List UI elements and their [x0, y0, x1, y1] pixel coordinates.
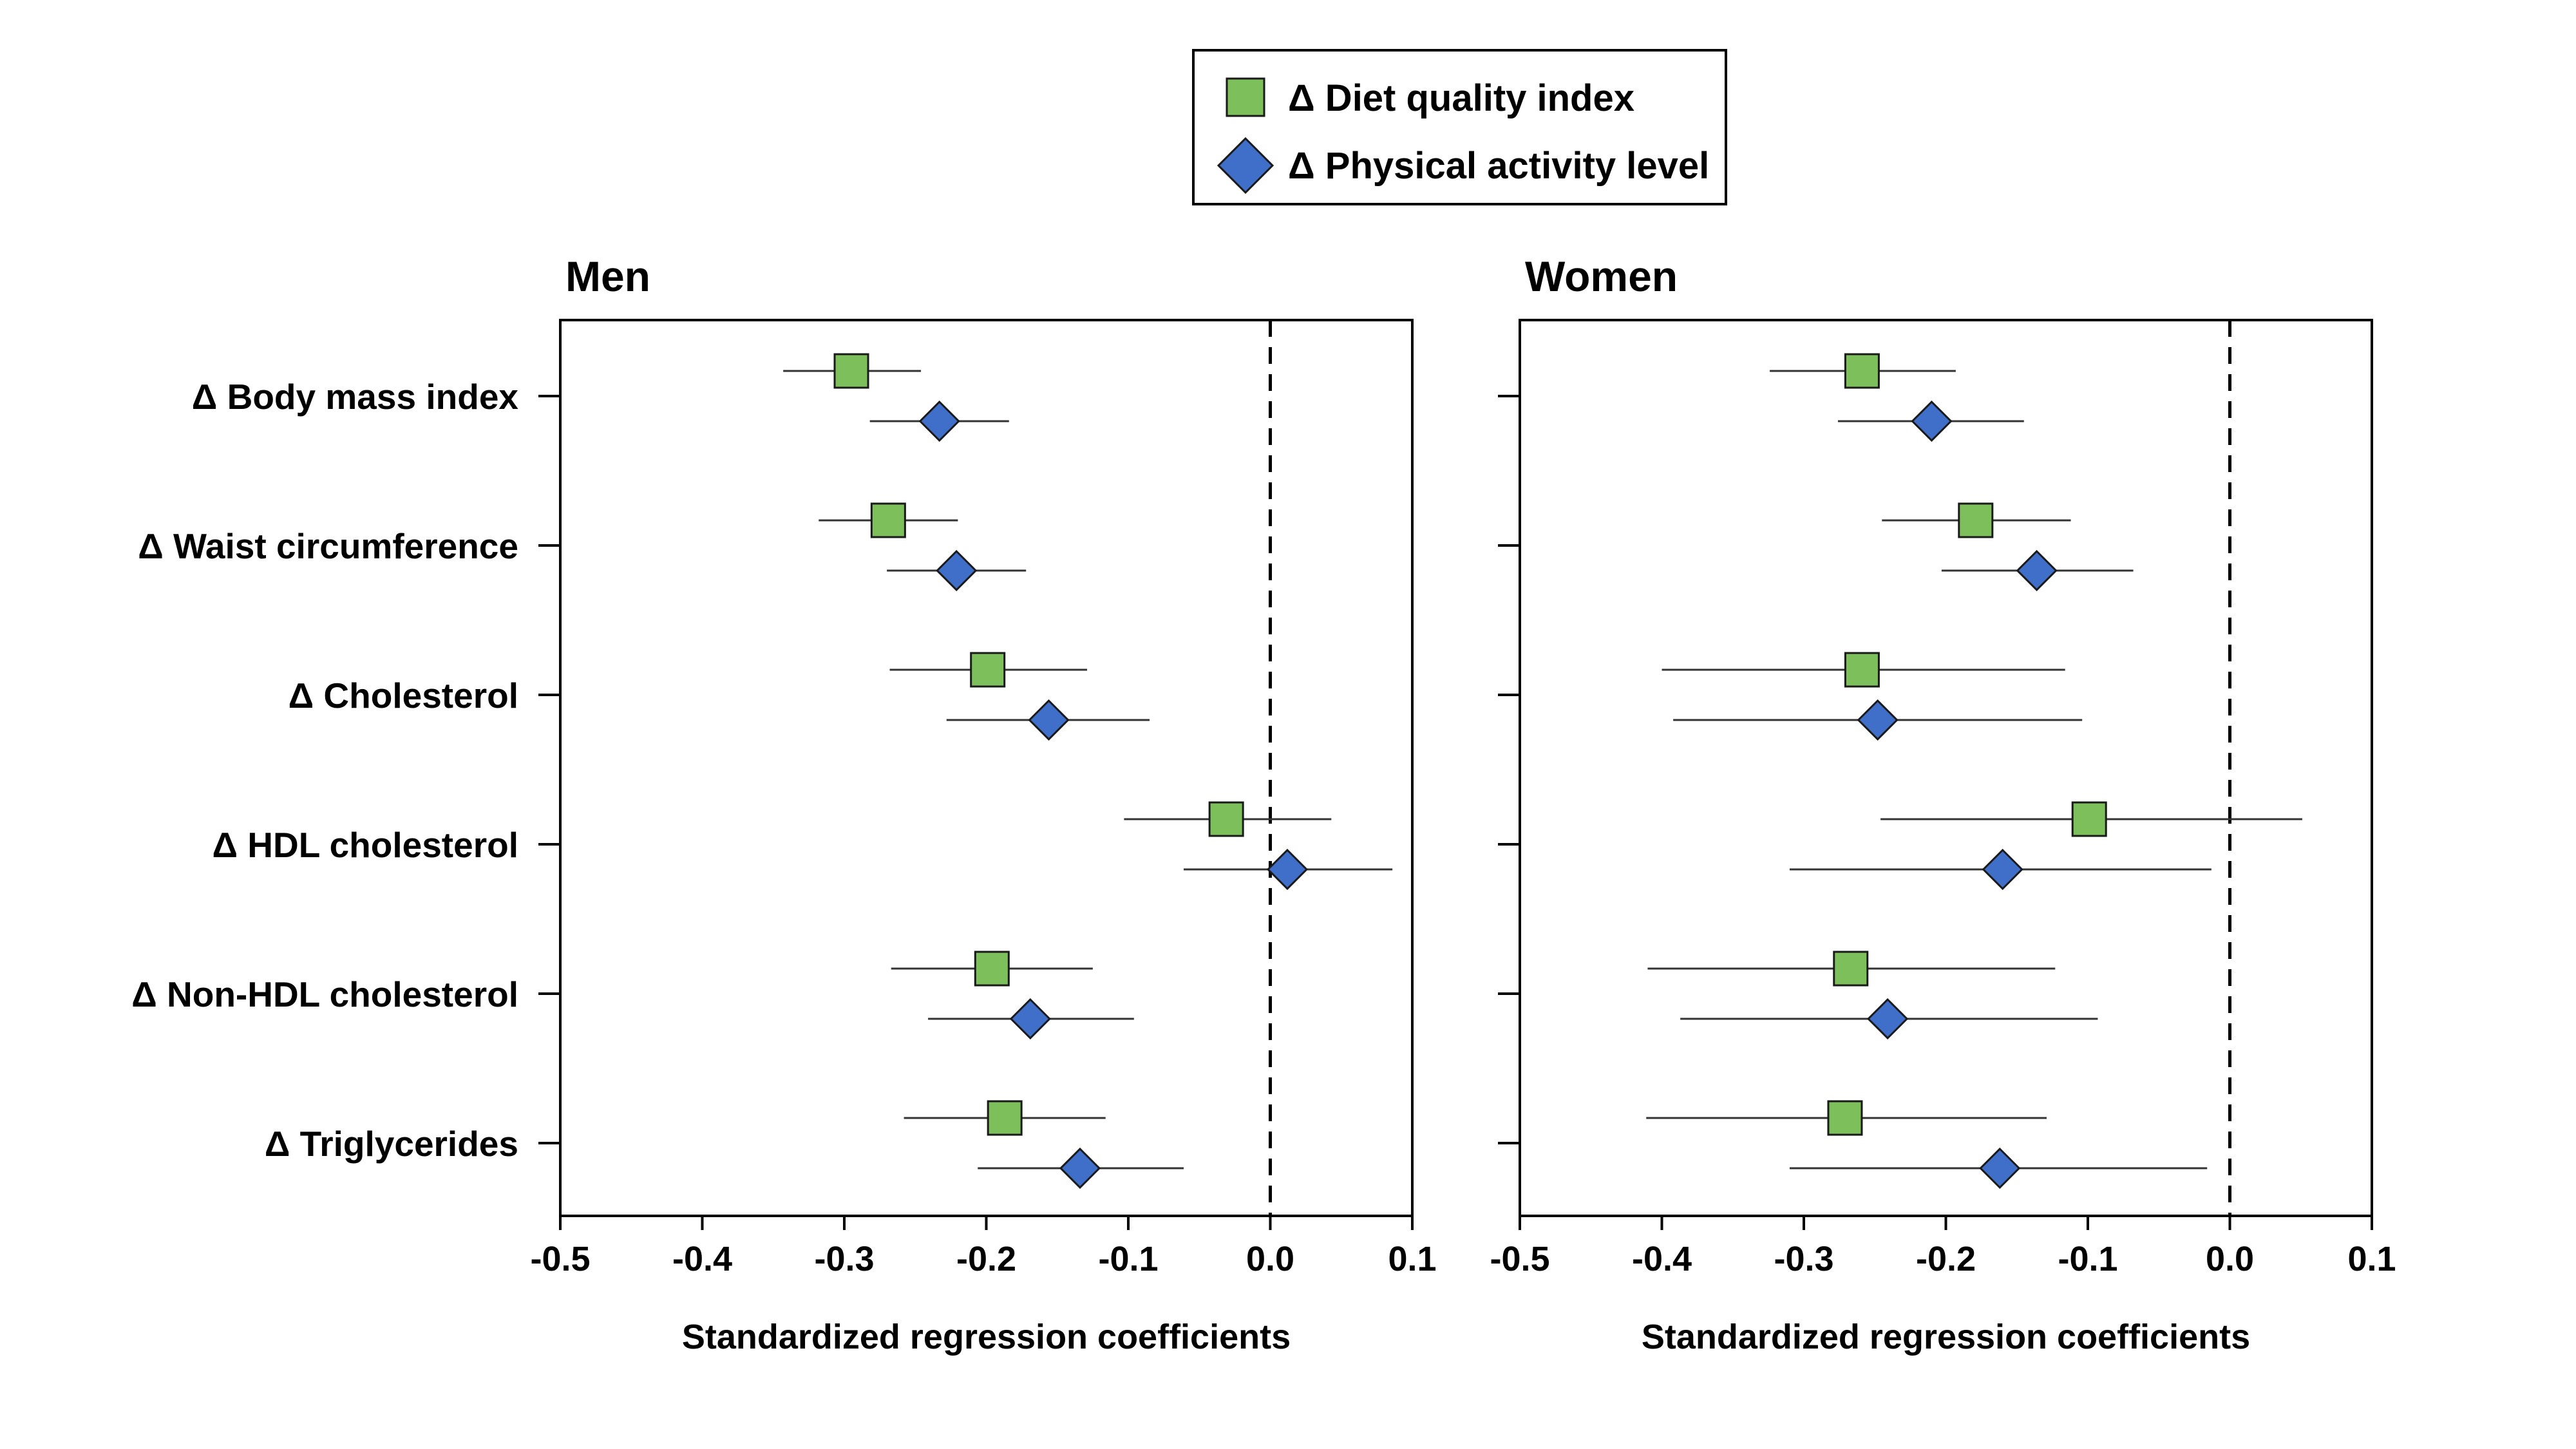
x-tick-label: -0.3 — [1774, 1240, 1833, 1278]
panel-title-men: Men — [565, 252, 650, 300]
diet-point-marker — [870, 502, 906, 538]
x-tick-label: -0.4 — [672, 1240, 732, 1278]
legend-diamond-marker — [1217, 137, 1274, 194]
activity-point-marker — [1866, 998, 1909, 1040]
x-tick-label: -0.2 — [956, 1240, 1016, 1278]
diet-point-marker — [1827, 1100, 1863, 1136]
diet-point-marker — [1844, 353, 1880, 389]
activity-point-marker — [1266, 848, 1309, 891]
y-category-label: Δ Non-HDL cholesterol — [131, 974, 518, 1014]
legend-box — [1192, 49, 1727, 205]
activity-point-marker — [918, 400, 960, 442]
x-axis-label-men: Standardized regression coefficients — [682, 1318, 1291, 1356]
y-category-label: Δ Cholesterol — [289, 676, 518, 715]
diet-point-marker — [987, 1100, 1023, 1136]
panel-men: Men -0.5 -0.4 -0.3 -0.2 -0.1 0.0 0.1 Standardize… — [131, 252, 1436, 1356]
diet-point-marker — [1958, 502, 1994, 538]
x-tick-label: 0.1 — [2347, 1240, 2396, 1278]
activity-point-marker — [2016, 549, 2058, 592]
x-tick-label: -0.4 — [1632, 1240, 1692, 1278]
x-tick-label: 0.1 — [1388, 1240, 1436, 1278]
y-category-label: Δ HDL cholesterol — [212, 825, 518, 865]
x-tick-label: -0.1 — [2058, 1240, 2117, 1278]
x-tick-label: -0.5 — [530, 1240, 590, 1278]
plot-frame-women — [1519, 319, 2373, 1217]
y-category-label: Δ Waist circumference — [138, 526, 518, 566]
x-tick-label: 0.0 — [2206, 1240, 2254, 1278]
diet-point-marker — [974, 951, 1010, 987]
activity-point-marker — [1009, 998, 1051, 1040]
activity-point-marker — [1028, 699, 1070, 741]
plot-frame-men — [559, 319, 1414, 1217]
diet-point-marker — [2071, 801, 2107, 837]
diet-point-marker — [970, 652, 1006, 688]
activity-point-marker — [1059, 1147, 1101, 1189]
x-axis-label-women: Standardized regression coefficients — [1642, 1318, 2250, 1356]
activity-point-marker — [1979, 1147, 2021, 1189]
legend-square-marker — [1226, 77, 1265, 117]
x-tick-label: -0.5 — [1490, 1240, 1549, 1278]
diet-point-marker — [1844, 652, 1880, 688]
diet-point-marker — [1208, 801, 1244, 837]
panel-women: Women -0.5 -0.4 -0.3 -0.2 -0.1 0.0 0.1 Standardi… — [1490, 252, 2396, 1356]
legend-label-diet: Δ Diet quality index — [1288, 77, 1634, 119]
x-tick-label: 0.0 — [1246, 1240, 1294, 1278]
panel-title-women: Women — [1525, 252, 1678, 300]
activity-point-marker — [1911, 400, 1953, 442]
legend-label-activity: Δ Physical activity level — [1288, 145, 1709, 187]
x-tick-label: -0.2 — [1916, 1240, 1976, 1278]
legend: Δ Diet quality index Δ Physical activity… — [1192, 49, 1727, 205]
y-category-label: Δ Triglycerides — [265, 1124, 518, 1164]
diet-point-marker — [1833, 951, 1869, 987]
activity-point-marker — [1857, 699, 1899, 741]
activity-point-marker — [936, 549, 978, 592]
x-tick-label: -0.1 — [1098, 1240, 1158, 1278]
diet-point-marker — [833, 353, 869, 389]
y-category-label: Δ Body mass index — [192, 377, 519, 417]
x-tick-label: -0.3 — [814, 1240, 874, 1278]
activity-point-marker — [1982, 848, 2023, 891]
